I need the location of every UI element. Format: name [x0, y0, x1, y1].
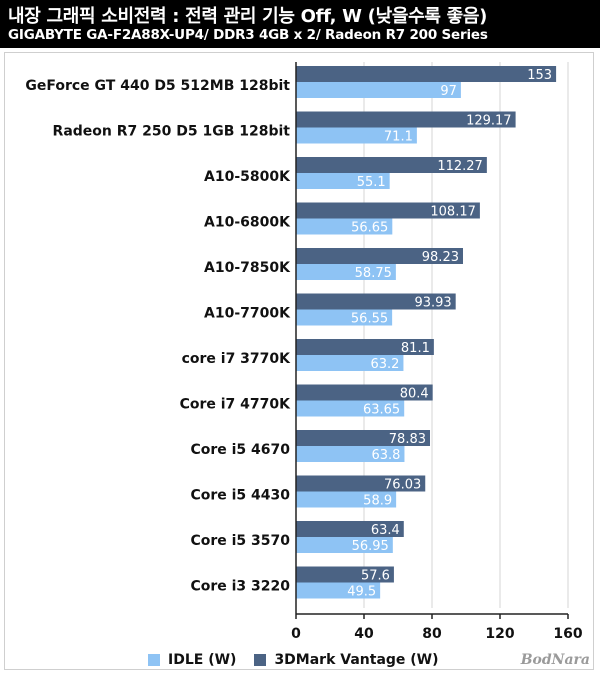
category-label: Core i7 4770K: [180, 396, 292, 412]
data-label-vantage: 80.4: [400, 387, 429, 402]
category-label: A10-7850K: [204, 260, 291, 276]
bar-vantage: [296, 66, 557, 82]
legend-item-idle: IDLE (W): [148, 652, 236, 668]
bar-idle: [296, 400, 405, 417]
data-label-idle: 63.65: [363, 403, 400, 418]
data-label-idle: 49.5: [347, 585, 376, 600]
data-label-idle: 71.1: [384, 130, 413, 145]
bar-idle: [296, 355, 404, 371]
bar-vantage: [296, 430, 431, 446]
bar-idle: [296, 582, 381, 599]
chart-header: 내장 그래픽 소비전력 : 전력 관리 기능 Off, W (낮을수록 좋음) …: [0, 0, 600, 48]
legend-label-idle: IDLE (W): [168, 652, 237, 668]
x-tick-label: 0: [291, 626, 301, 642]
category-label: core i7 3770K: [182, 351, 292, 367]
data-label-vantage: 57.6: [361, 569, 390, 584]
data-label-vantage: 93.93: [414, 296, 451, 311]
legend-label-vantage: 3DMark Vantage (W): [274, 652, 439, 668]
bar-idle: [296, 537, 393, 553]
bodnara-logo: BodNara: [520, 652, 590, 668]
data-label-idle: 63.2: [370, 357, 399, 372]
bar-idle: [296, 127, 417, 144]
data-label-vantage: 78.83: [389, 432, 426, 447]
x-tick-label: 40: [354, 626, 374, 642]
bar-vantage: [296, 157, 487, 173]
data-label-idle: 56.95: [352, 539, 389, 554]
x-tick-label: 80: [422, 626, 442, 642]
category-label: Radeon R7 250 D5 1GB 128bit: [53, 123, 291, 139]
data-label-idle: 63.8: [372, 448, 401, 463]
bar-vantage: [296, 111, 516, 128]
data-label-vantage: 81.1: [401, 341, 430, 356]
bar-idle: [296, 218, 393, 235]
bar-vantage: [296, 202, 480, 219]
data-label-idle: 58.75: [355, 266, 392, 281]
data-label-vantage: 63.4: [371, 523, 400, 538]
category-label: A10-7700K: [204, 305, 291, 321]
bar-vantage: [296, 521, 404, 537]
data-label-vantage: 108.17: [430, 205, 476, 220]
data-label-idle: 55.1: [357, 175, 386, 190]
bar-idle: [296, 491, 397, 508]
data-label-vantage: 129.17: [466, 114, 512, 129]
bar-idle: [296, 264, 396, 280]
bar-vantage: [296, 339, 434, 355]
data-label-idle: 56.65: [351, 221, 388, 236]
bar-vantage: [296, 566, 394, 583]
data-label-idle: 97: [440, 84, 457, 99]
x-tick-label: 160: [553, 626, 582, 642]
chart-title: 내장 그래픽 소비전력 : 전력 관리 기능 Off, W (낮을수록 좋음): [8, 6, 488, 27]
data-label-vantage: 112.27: [437, 159, 483, 174]
bar-idle: [296, 446, 405, 462]
category-label: GeForce GT 440 D5 512MB 128bit: [25, 78, 290, 94]
data-label-idle: 58.9: [363, 494, 392, 509]
category-label: Core i3 3220: [190, 578, 290, 594]
bar-vantage: [296, 475, 426, 492]
category-label: Core i5 4670: [190, 442, 290, 458]
category-label: A10-6800K: [204, 214, 291, 230]
chart-subtitle: GIGABYTE GA-F2A88X-UP4/ DDR3 4GB x 2/ Ra…: [8, 27, 488, 43]
data-label-vantage: 153: [527, 68, 552, 83]
legend-swatch-idle: [148, 654, 160, 666]
bar-vantage: [296, 293, 456, 310]
legend-item-vantage: 3DMark Vantage (W): [254, 652, 439, 668]
category-label: Core i5 4430: [190, 487, 290, 503]
bar-idle: [296, 82, 461, 98]
legend-swatch-vantage: [254, 654, 267, 666]
bar-vantage: [296, 248, 463, 264]
category-label: Core i5 3570: [190, 533, 290, 549]
bar-vantage: [296, 384, 433, 401]
bar-idle: [296, 173, 390, 189]
data-label-vantage: 76.03: [384, 478, 421, 493]
x-tick-label: 120: [485, 626, 514, 642]
data-label-idle: 56.55: [351, 312, 388, 327]
data-label-vantage: 98.23: [422, 250, 459, 265]
bar-idle: [296, 309, 393, 326]
chart-legend: IDLE (W) 3DMark Vantage (W): [148, 650, 457, 670]
category-label: A10-5800K: [204, 169, 291, 185]
